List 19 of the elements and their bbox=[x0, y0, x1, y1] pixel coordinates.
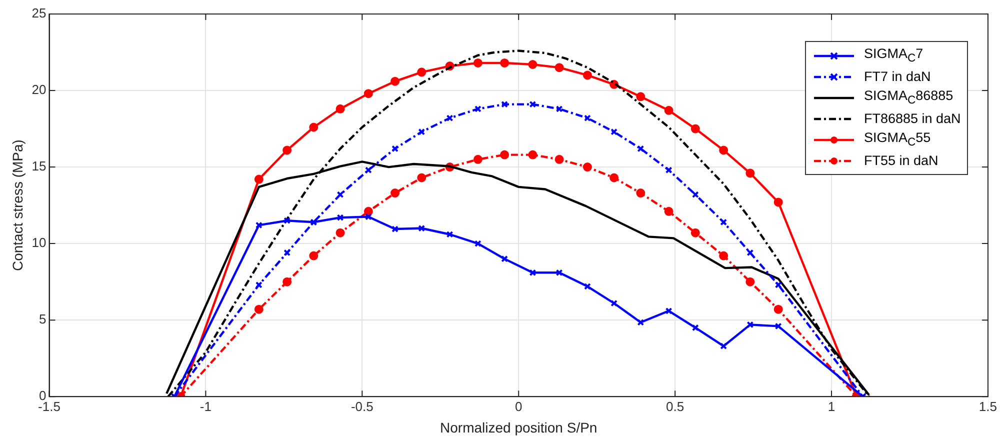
legend-label: FT55 in daN bbox=[864, 153, 938, 168]
y-tick-label: 5 bbox=[39, 312, 46, 327]
y-axis-title: Contact stress (MPa) bbox=[9, 140, 26, 272]
y-tick-label: 25 bbox=[32, 6, 46, 21]
legend-label: SIGMA$_{C}$55 bbox=[864, 130, 931, 149]
x-axis-title: Normalized position S/Pn bbox=[440, 419, 598, 436]
legend-label: FT86885 in daN bbox=[864, 111, 961, 126]
x-tick-label: 0.5 bbox=[666, 398, 684, 414]
x-tick-label: -0.5 bbox=[350, 398, 374, 414]
legend-label: FT7 in daN bbox=[864, 69, 931, 84]
x-tick-label: -1 bbox=[200, 398, 212, 414]
legend-label: SIGMA$_{C}$7 bbox=[864, 46, 924, 65]
legend-label: SIGMA$_{C}$86885 bbox=[864, 88, 954, 107]
y-tick-label: 10 bbox=[32, 235, 46, 250]
x-tick-label: 1 bbox=[828, 398, 836, 414]
x-tick-label: 0 bbox=[514, 398, 522, 414]
y-tick-label: 15 bbox=[32, 158, 46, 174]
y-tick-label: 20 bbox=[32, 82, 46, 98]
x-tick-label: 1.5 bbox=[978, 398, 998, 414]
